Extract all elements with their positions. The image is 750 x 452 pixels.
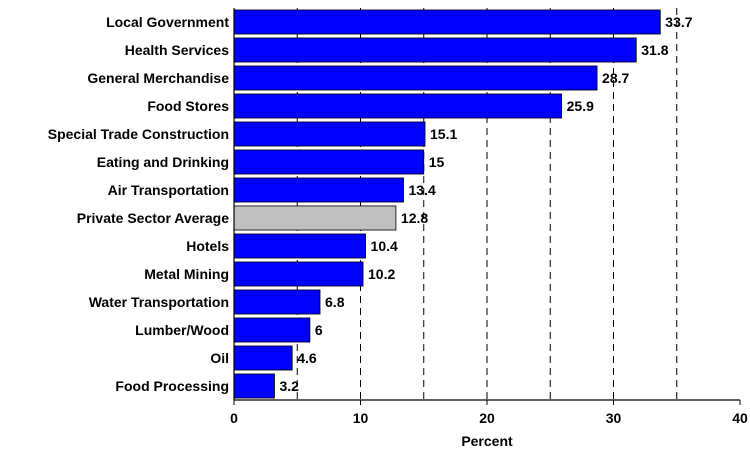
category-label: Lumber/Wood — [135, 322, 229, 338]
value-label: 15 — [429, 154, 445, 170]
value-label: 33.7 — [665, 14, 692, 30]
bar — [233, 177, 404, 203]
bar — [233, 149, 425, 175]
category-label: Food Processing — [115, 378, 229, 394]
category-labels: Local Government Health Services General M… — [48, 14, 230, 394]
category-label: Air Transportation — [108, 182, 229, 198]
bar — [233, 233, 366, 259]
category-label: Local Government — [106, 14, 229, 30]
value-label: 6 — [315, 322, 323, 338]
value-label: 28.7 — [602, 70, 629, 86]
category-label: Food Stores — [147, 98, 229, 114]
value-labels: 33.7 31.8 28.7 25.9 15.1 15 13.4 12.810.4 10.2 6.… — [279, 14, 692, 394]
category-label: Special Trade Construction — [48, 126, 229, 142]
value-label: 31.8 — [641, 42, 668, 58]
x-tick-label: 40 — [732, 410, 748, 426]
x-tick-label: 20 — [479, 410, 495, 426]
x-tick-label: 30 — [606, 410, 622, 426]
value-label: 15.1 — [430, 126, 457, 142]
bar — [233, 65, 598, 91]
value-label: 25.9 — [567, 98, 594, 114]
value-label: 6.8 — [325, 294, 345, 310]
bar — [233, 345, 293, 371]
category-label: Oil — [210, 350, 229, 366]
x-axis-title: Percent — [461, 433, 513, 449]
category-label: Water Transportation — [89, 294, 229, 310]
category-label: Metal Mining — [144, 266, 229, 282]
category-label: Eating and Drinking — [97, 154, 229, 170]
category-label: Health Services — [125, 42, 229, 58]
value-label: 10.4 — [371, 238, 398, 254]
bar — [233, 93, 563, 119]
bar — [233, 205, 397, 231]
bar — [233, 9, 661, 35]
value-label: 4.6 — [297, 350, 317, 366]
x-tick-label: 0 — [230, 410, 238, 426]
bar — [233, 261, 364, 287]
value-label: 12.8 — [401, 210, 428, 226]
x-ticks: 0 10 20 30 40 — [230, 400, 748, 426]
category-label: Hotels — [186, 238, 229, 254]
bar — [233, 121, 426, 147]
value-label: 10.2 — [368, 266, 395, 282]
bars — [233, 9, 661, 399]
x-tick-label: 10 — [353, 410, 369, 426]
bar — [233, 289, 321, 315]
value-label: 3.2 — [279, 378, 299, 394]
bar — [233, 373, 275, 399]
value-label: 13.4 — [409, 182, 436, 198]
bar — [233, 317, 311, 343]
category-label: Private Sector Average — [77, 210, 229, 226]
category-label: General Merchandise — [87, 70, 229, 86]
bar — [233, 37, 637, 63]
